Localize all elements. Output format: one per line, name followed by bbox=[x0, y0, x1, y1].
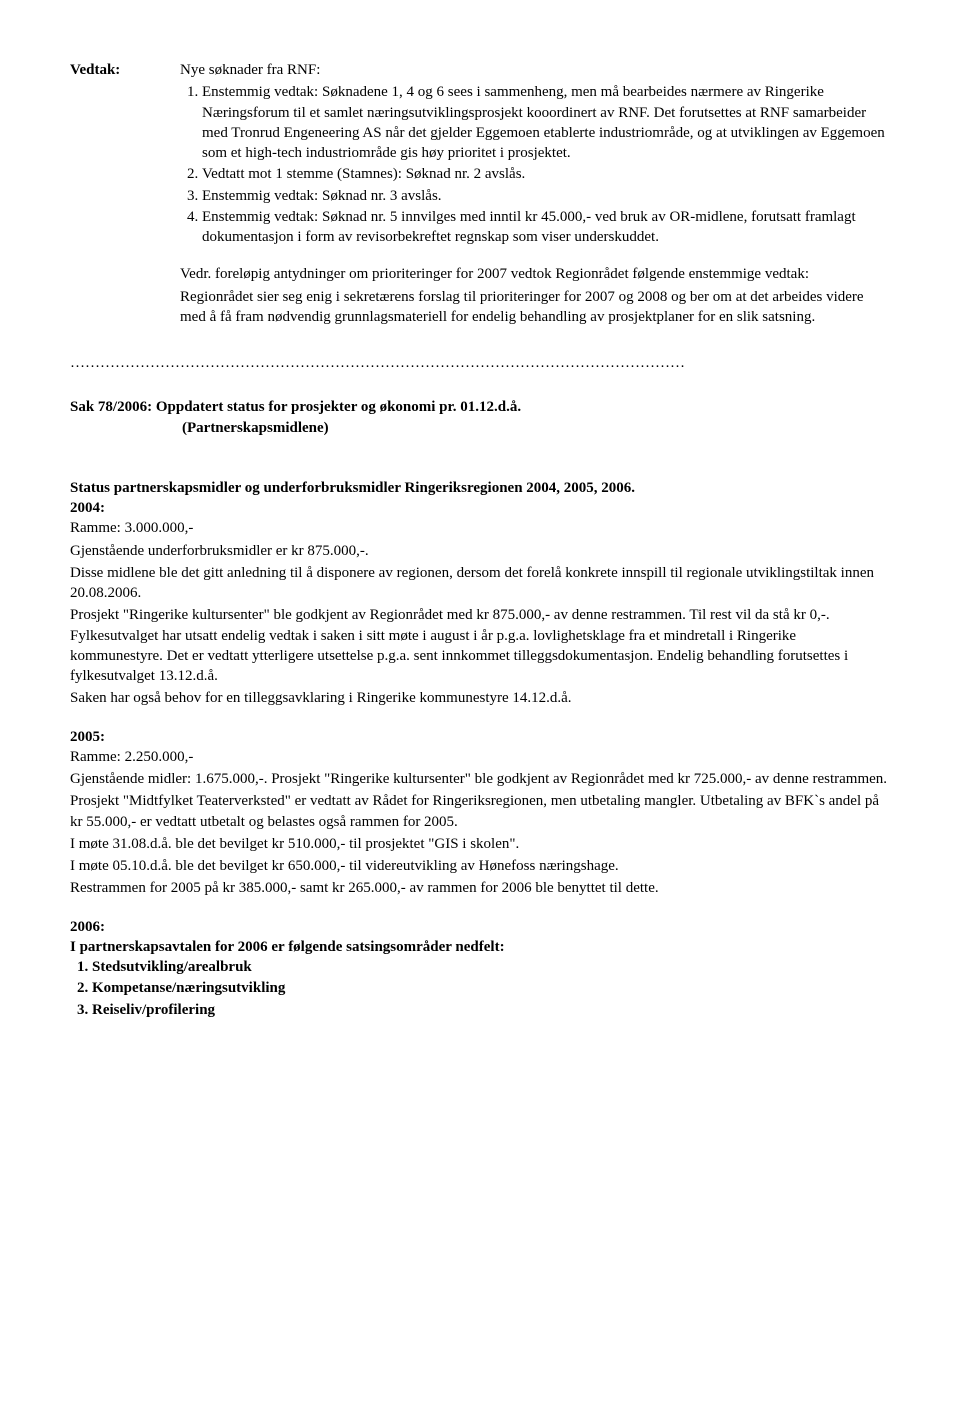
year-2006-label: 2006: bbox=[70, 917, 890, 937]
vedtak-item: Vedtatt mot 1 stemme (Stamnes): Søknad n… bbox=[202, 164, 890, 184]
vedtak-item: Enstemmig vedtak: Søknad nr. 5 innvilges… bbox=[202, 207, 890, 248]
year-2004-p4: Saken har også behov for en tilleggsavkl… bbox=[70, 688, 890, 708]
year-2004-label: 2004: bbox=[70, 498, 890, 518]
vedtak-para3: Regionrådet sier seg enig i sekretærens … bbox=[180, 287, 890, 328]
sak78-subtitle: (Partnerskapsmidlene) bbox=[70, 418, 329, 438]
year-2004-ramme: Ramme: 3.000.000,- bbox=[70, 518, 890, 538]
year-2005-p2: Prosjekt "Midtfylket Teaterverksted" er … bbox=[70, 791, 890, 832]
year-2005-p4: I møte 05.10.d.å. ble det bevilget kr 65… bbox=[70, 856, 890, 876]
year-2004-p3: Prosjekt "Ringerike kultursenter" ble go… bbox=[70, 605, 890, 686]
vedtak-list: Enstemmig vedtak: Søknadene 1, 4 og 6 se… bbox=[180, 82, 890, 247]
vedtak-block: Vedtak: Nye søknader fra RNF: Enstemmig … bbox=[70, 60, 890, 329]
year-2006-list: Stedsutvikling/arealbruk Kompetanse/næri… bbox=[70, 957, 890, 1020]
year-2004-p2: Disse midlene ble det gitt anledning til… bbox=[70, 563, 890, 604]
sak78-heading: Sak 78/2006: Oppdatert status for prosje… bbox=[70, 397, 890, 438]
vedtak-content: Nye søknader fra RNF: Enstemmig vedtak: … bbox=[180, 60, 890, 329]
year-2006-item: Reiseliv/profilering bbox=[92, 1000, 890, 1020]
year-2005-p1: Gjenstående midler: 1.675.000,-. Prosjek… bbox=[70, 769, 890, 789]
year-2006-item: Stedsutvikling/arealbruk bbox=[92, 957, 890, 977]
year-2005-p5: Restrammen for 2005 på kr 385.000,- samt… bbox=[70, 878, 890, 898]
year-2006-item: Kompetanse/næringsutvikling bbox=[92, 978, 890, 998]
year-2005-p3: I møte 31.08.d.å. ble det bevilget kr 51… bbox=[70, 834, 890, 854]
year-2006-heading: I partnerskapsavtalen for 2006 er følgen… bbox=[70, 937, 890, 957]
year-2004-p1: Gjenstående underforbruksmidler er kr 87… bbox=[70, 541, 890, 561]
divider-dots: …………………………………………………………………………………………………………… bbox=[70, 353, 890, 373]
status-heading: Status partnerskapsmidler og underforbru… bbox=[70, 478, 890, 498]
vedtak-para2: Vedr. foreløpig antydninger om prioriter… bbox=[180, 264, 890, 284]
sak78-title: Sak 78/2006: Oppdatert status for prosje… bbox=[70, 399, 521, 415]
vedtak-item: Enstemmig vedtak: Søknadene 1, 4 og 6 se… bbox=[202, 82, 890, 163]
vedtak-intro: Nye søknader fra RNF: bbox=[180, 60, 890, 80]
year-2005-label: 2005: bbox=[70, 727, 890, 747]
vedtak-item: Enstemmig vedtak: Søknad nr. 3 avslås. bbox=[202, 186, 890, 206]
year-2005-ramme: Ramme: 2.250.000,- bbox=[70, 747, 890, 767]
vedtak-label: Vedtak: bbox=[70, 60, 180, 80]
